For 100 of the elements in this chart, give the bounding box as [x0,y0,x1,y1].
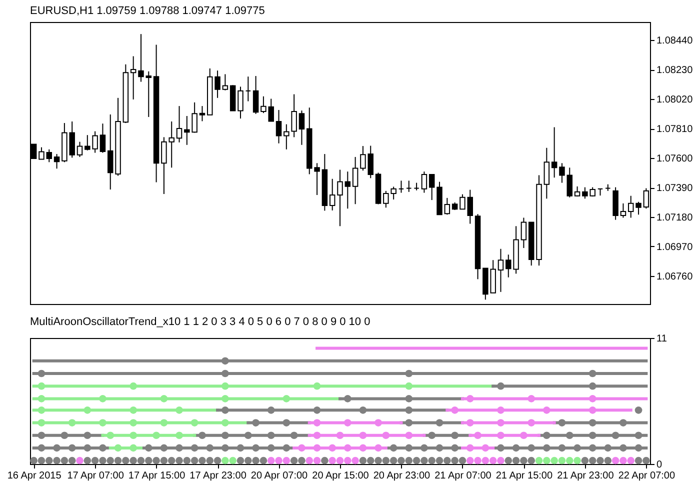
candlestick [520,217,527,249]
point [588,444,596,452]
candlestick [214,70,220,98]
point [620,456,627,464]
point [53,456,60,464]
y-tick-label: 1.08020 [656,94,694,106]
point [634,444,642,452]
point [428,432,436,440]
x-tick-label: 21 Apr 23:00 [557,470,614,482]
point [382,432,390,440]
candlestick [498,248,504,292]
point [474,456,482,464]
point [222,444,229,452]
point [588,406,596,414]
point [344,419,352,426]
candlestick [138,34,144,82]
point [420,444,428,452]
point [390,444,398,452]
point [38,419,46,426]
point [520,456,528,464]
point [566,432,574,440]
point [321,456,328,464]
point [405,370,413,378]
candlestick [276,109,282,144]
point [84,432,92,440]
point [222,395,229,402]
point [528,444,536,452]
point [68,419,76,426]
point [566,456,574,464]
candlestick [108,114,114,190]
point [328,456,336,464]
point [114,456,122,464]
point [38,406,46,414]
point [482,456,490,464]
candlestick [544,147,550,200]
point [436,419,444,426]
point [634,432,642,440]
point [574,456,581,464]
point [144,456,152,464]
x-tick-label: 22 Apr 07:00 [618,470,676,482]
point [38,370,46,378]
point [336,456,344,464]
point [183,456,191,464]
candlestick [460,194,466,210]
candlestick [551,126,558,178]
x-tick-label: 20 Apr 07:00 [250,470,308,482]
point [451,406,458,414]
point [436,444,444,452]
point [634,456,642,464]
chart-title: MultiAroonOscillatorTrend_x10 1 1 2 0 3 3 4 0 5 0 6 0 7 0 8 0 9 0 10 0 [30,316,370,328]
point [84,444,92,452]
point [38,382,46,390]
point [114,444,122,452]
candlestick [199,106,206,122]
point [267,432,275,440]
point [596,456,604,464]
point [282,395,290,402]
y-tick-label: 1.08230 [656,65,694,76]
point [504,456,512,464]
y-tick-label: 1.07810 [656,124,694,136]
point [458,456,466,464]
point [38,444,46,452]
y-tick-label: 1.07600 [656,154,694,165]
point [190,419,198,426]
candlestick [344,171,351,210]
point [588,395,596,402]
point [489,456,497,464]
point [542,444,550,452]
candlestick [352,156,358,205]
point [252,419,260,426]
point [313,456,321,464]
point [558,419,566,426]
point [76,456,84,464]
point [604,456,612,464]
point [122,456,130,464]
point [298,444,306,452]
point [405,456,413,464]
point [252,456,260,464]
point [574,444,581,452]
point [497,432,504,440]
point [38,432,46,440]
point [497,444,504,452]
point [198,456,206,464]
point [328,444,336,452]
point [336,432,344,440]
point [45,456,53,464]
point [222,419,229,426]
point [466,395,474,402]
point [68,456,76,464]
point [497,406,504,414]
candlestick [337,169,343,227]
candlestick [636,201,642,216]
point [405,444,413,452]
point [130,406,138,414]
point [428,456,436,464]
point [244,456,252,464]
candlestick [566,167,572,198]
point [588,370,596,378]
point [206,444,214,452]
candlestick [329,178,336,211]
